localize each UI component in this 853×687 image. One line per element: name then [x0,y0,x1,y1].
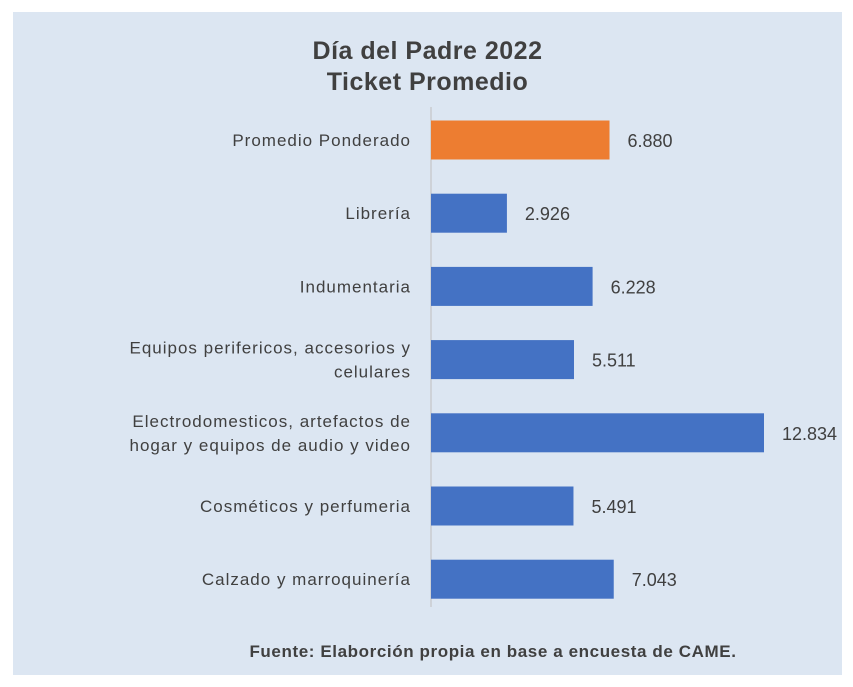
chart-title-line-1: Día del Padre 2022 [312,37,543,65]
category-label: Promedio Ponderado [232,131,411,150]
chart-panel: Día del Padre 2022 Ticket Promedio 6.880… [13,12,842,675]
category-label: Cosméticos y perfumeria [200,497,411,516]
category-label: Calzado y marroquinería [202,570,411,589]
category-label: celulares [334,363,411,382]
bar [431,413,764,453]
source-note: Fuente: Elaborción propia en base a encu… [249,642,737,661]
chart-title: Día del Padre 2022 Ticket Promedio [13,36,842,98]
chart-title-line-2: Ticket Promedio [326,68,529,96]
bar [431,559,614,599]
category-label: Librería [345,204,411,223]
category-label: Electrodomesticos, artefactos de [132,412,411,431]
bar [431,120,610,160]
category-label: Indumentaria [300,277,411,296]
data-label: 7.043 [632,570,677,590]
bar-chart: 6.880 Promedio Ponderado 2.926 Librería 6.22… [129,107,837,607]
data-label: 12.834 [782,424,837,444]
bar [431,193,507,233]
data-label: 5.491 [591,497,636,517]
bar [431,340,574,380]
data-label: 5.511 [592,351,636,371]
bar [431,266,593,306]
category-label: hogar y equipos de audio y video [129,436,411,455]
data-label: 6.228 [611,277,656,297]
data-label: 6.880 [628,131,673,151]
bar [431,486,574,526]
data-label: 2.926 [525,204,570,224]
category-label: Equipos perifericos, accesorios y [129,339,411,358]
